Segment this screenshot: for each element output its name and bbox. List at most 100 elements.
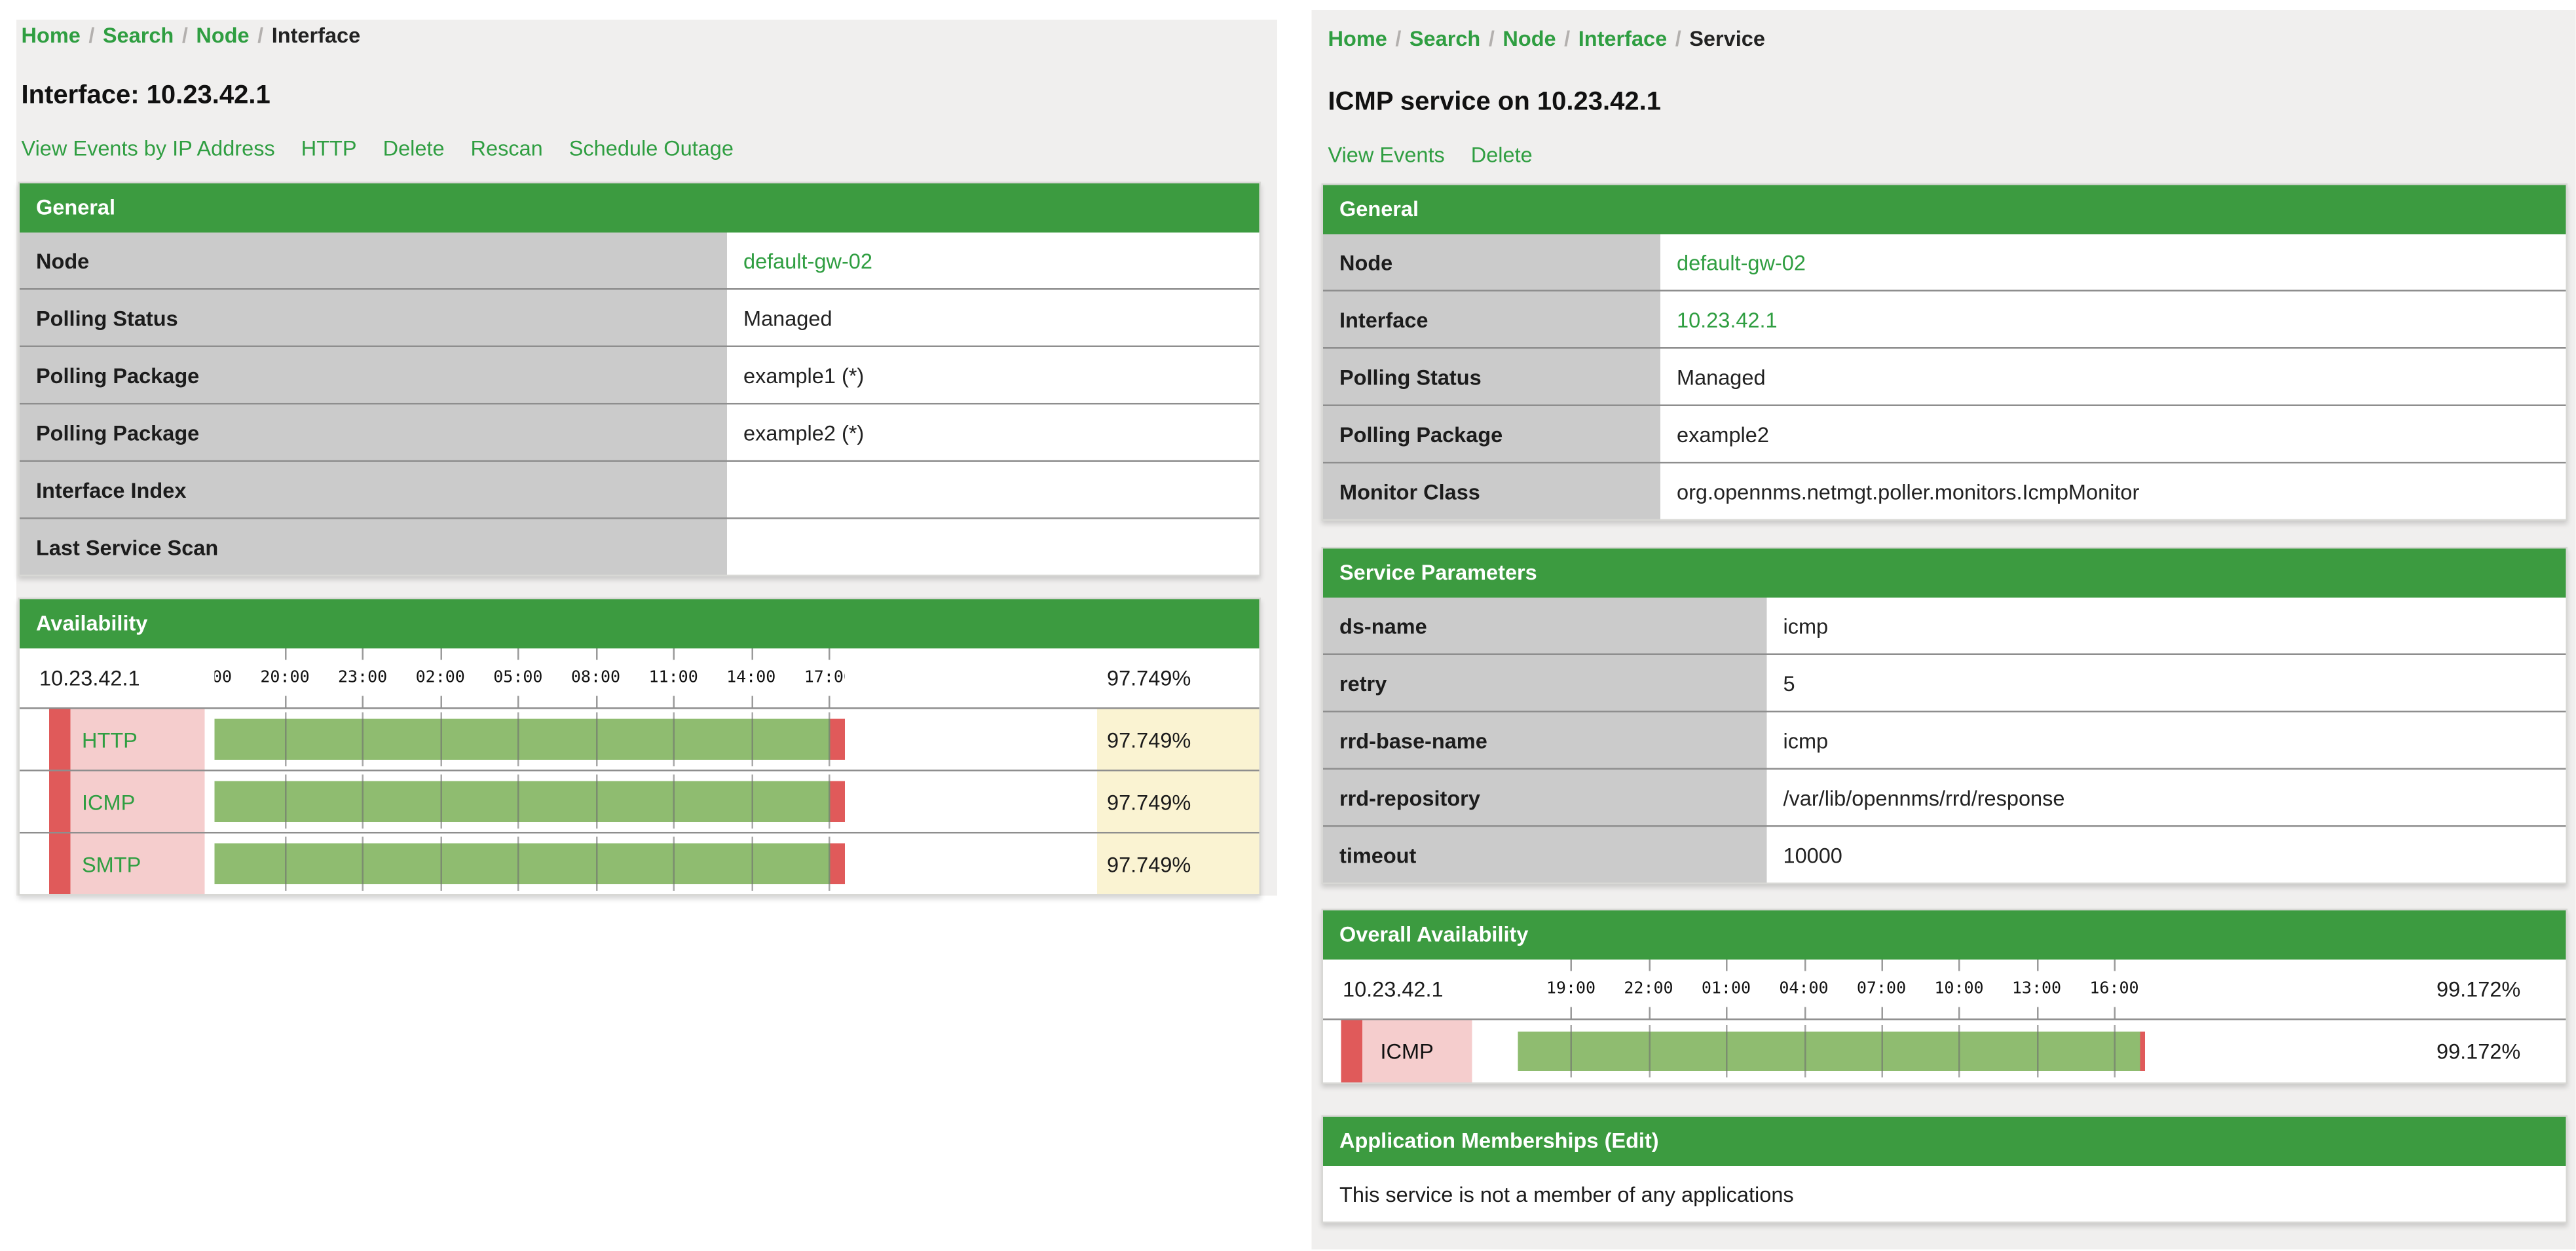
bar-tick xyxy=(1881,1025,1883,1077)
page-title: ICMP service on 10.23.42.1 xyxy=(1328,88,1661,117)
breadcrumb-item[interactable]: Node xyxy=(196,23,250,48)
table-row: Polling Package example2 (*) xyxy=(20,403,1260,460)
service-name-link[interactable]: HTTP xyxy=(82,727,138,752)
outage-segment xyxy=(2139,1032,2145,1071)
breadcrumb: Home / Search / Node / Interface xyxy=(22,23,361,48)
axis-tick xyxy=(1571,1007,1573,1018)
axis-tick xyxy=(2036,960,2038,971)
action-link[interactable]: Schedule Outage xyxy=(569,136,734,161)
availability-bar-fill xyxy=(214,843,845,884)
breadcrumb-current: Interface xyxy=(271,23,361,48)
table-row: timeout 10000 xyxy=(1323,825,2566,883)
edit-link[interactable]: (Edit) xyxy=(1604,1128,1659,1153)
section-header: General xyxy=(1323,185,2566,234)
value-link[interactable]: default-gw-02 xyxy=(1677,250,1806,274)
axis-tick-label: 20:00 xyxy=(260,669,310,687)
bar-tick xyxy=(2114,1025,2116,1077)
interface-page: Home / Search / Node / Interface Interface: 10… xyxy=(16,20,1277,896)
axis-tick xyxy=(440,648,442,660)
axis-tick xyxy=(2114,960,2116,971)
row-value xyxy=(727,462,1260,517)
section-header: Availability xyxy=(20,599,1260,648)
uptime-segment xyxy=(1518,1032,2140,1071)
axis-tick xyxy=(829,696,831,707)
general-table: General Node default-gw-02 Interface 10.23.… xyxy=(1321,183,2567,521)
table-row: retry 5 xyxy=(1323,653,2566,711)
applications-empty-message: This service is not a member of any appl… xyxy=(1323,1166,2566,1222)
action-link[interactable]: Delete xyxy=(383,136,445,161)
value-link[interactable]: default-gw-02 xyxy=(743,248,872,273)
axis-tick xyxy=(1958,960,1961,971)
bar-tick xyxy=(2036,1025,2038,1077)
service-name-link[interactable]: SMTP xyxy=(82,851,141,876)
availability-row: HTTP 97.749% xyxy=(20,707,1260,770)
row-label: rrd-repository xyxy=(1323,770,1767,825)
uptime-segment xyxy=(214,781,831,822)
axis-tick xyxy=(1803,960,1806,971)
row-label: Node xyxy=(1323,234,1660,290)
axis-tick xyxy=(595,648,597,660)
axis-tick xyxy=(2036,1007,2038,1018)
axis-tick-label: 17:00 xyxy=(215,669,233,687)
bar-tick xyxy=(1803,1025,1806,1077)
bar-tick xyxy=(1726,1025,1728,1077)
table-row: Last Service Scan xyxy=(20,517,1260,575)
row-value: default-gw-02 xyxy=(727,233,1260,288)
axis-tick xyxy=(517,696,520,707)
bar-tick xyxy=(673,774,675,829)
value-link[interactable]: 10.23.42.1 xyxy=(1677,307,1778,332)
row-value: org.opennms.netmgt.poller.monitors.IcmpM… xyxy=(1660,463,2566,519)
row-value: default-gw-02 xyxy=(1660,234,2566,290)
availability-row: ICMP 97.749% xyxy=(20,770,1260,832)
action-link[interactable]: Rescan xyxy=(470,136,543,161)
section-header: Service Parameters xyxy=(1323,548,2566,598)
service-name: ICMP xyxy=(1380,1039,1434,1064)
table-row: ds-name icmp xyxy=(1323,597,2566,654)
uptime-segment xyxy=(214,843,831,884)
axis-tick xyxy=(1803,1007,1806,1018)
breadcrumb-item[interactable]: Search xyxy=(102,23,174,48)
action-link[interactable]: Delete xyxy=(1470,142,1533,168)
row-label: Interface Index xyxy=(20,462,727,517)
bar-tick xyxy=(829,712,831,766)
axis-tick xyxy=(2114,1007,2116,1018)
service-name-link[interactable]: ICMP xyxy=(82,789,136,814)
uptime-segment xyxy=(214,719,831,760)
breadcrumb-separator: / xyxy=(1564,26,1571,51)
action-link[interactable]: HTTP xyxy=(301,136,357,161)
axis-tick-label: 05:00 xyxy=(493,669,543,687)
table-row: Polling Status Managed xyxy=(20,288,1260,346)
bar-tick xyxy=(362,774,365,829)
breadcrumb-item[interactable]: Interface xyxy=(1578,26,1668,51)
bar-tick xyxy=(751,712,753,766)
breadcrumb-separator: / xyxy=(1675,26,1681,51)
axis-tick xyxy=(1958,1007,1961,1018)
ip-address: 10.23.42.1 xyxy=(1343,977,1444,1001)
bar-tick xyxy=(829,836,831,891)
overall-percent: 99.172% xyxy=(2436,977,2521,1001)
axis-tick xyxy=(1881,960,1883,971)
breadcrumb-item[interactable]: Home xyxy=(21,23,81,48)
row-label: ds-name xyxy=(1323,597,1767,654)
breadcrumb-item[interactable]: Node xyxy=(1503,26,1556,51)
bar-tick xyxy=(517,836,520,891)
availability-bar xyxy=(1518,1025,2145,1077)
row-label: Interface xyxy=(1323,291,1660,347)
row-value xyxy=(727,519,1260,575)
table-row: rrd-base-name icmp xyxy=(1323,711,2566,768)
action-link[interactable]: View Events xyxy=(1328,142,1445,168)
axis-tick xyxy=(285,648,287,660)
status-bar-red xyxy=(49,771,71,832)
service-label-cell xyxy=(1362,1020,1472,1083)
table-row: Interface 10.23.42.1 xyxy=(1323,289,2566,347)
axis-tick xyxy=(595,696,597,707)
row-label: Polling Status xyxy=(20,289,727,346)
service-percent: 97.749% xyxy=(1107,789,1191,814)
breadcrumb-item[interactable]: Search xyxy=(1409,26,1481,51)
row-value: Managed xyxy=(1660,348,2566,405)
breadcrumb: Home / Search / Node / Interface / Service xyxy=(1328,26,1765,51)
breadcrumb-item[interactable]: Home xyxy=(1328,26,1387,51)
action-link[interactable]: View Events by IP Address xyxy=(21,136,275,161)
breadcrumb-separator: / xyxy=(181,23,188,48)
availability-bar xyxy=(214,712,845,766)
